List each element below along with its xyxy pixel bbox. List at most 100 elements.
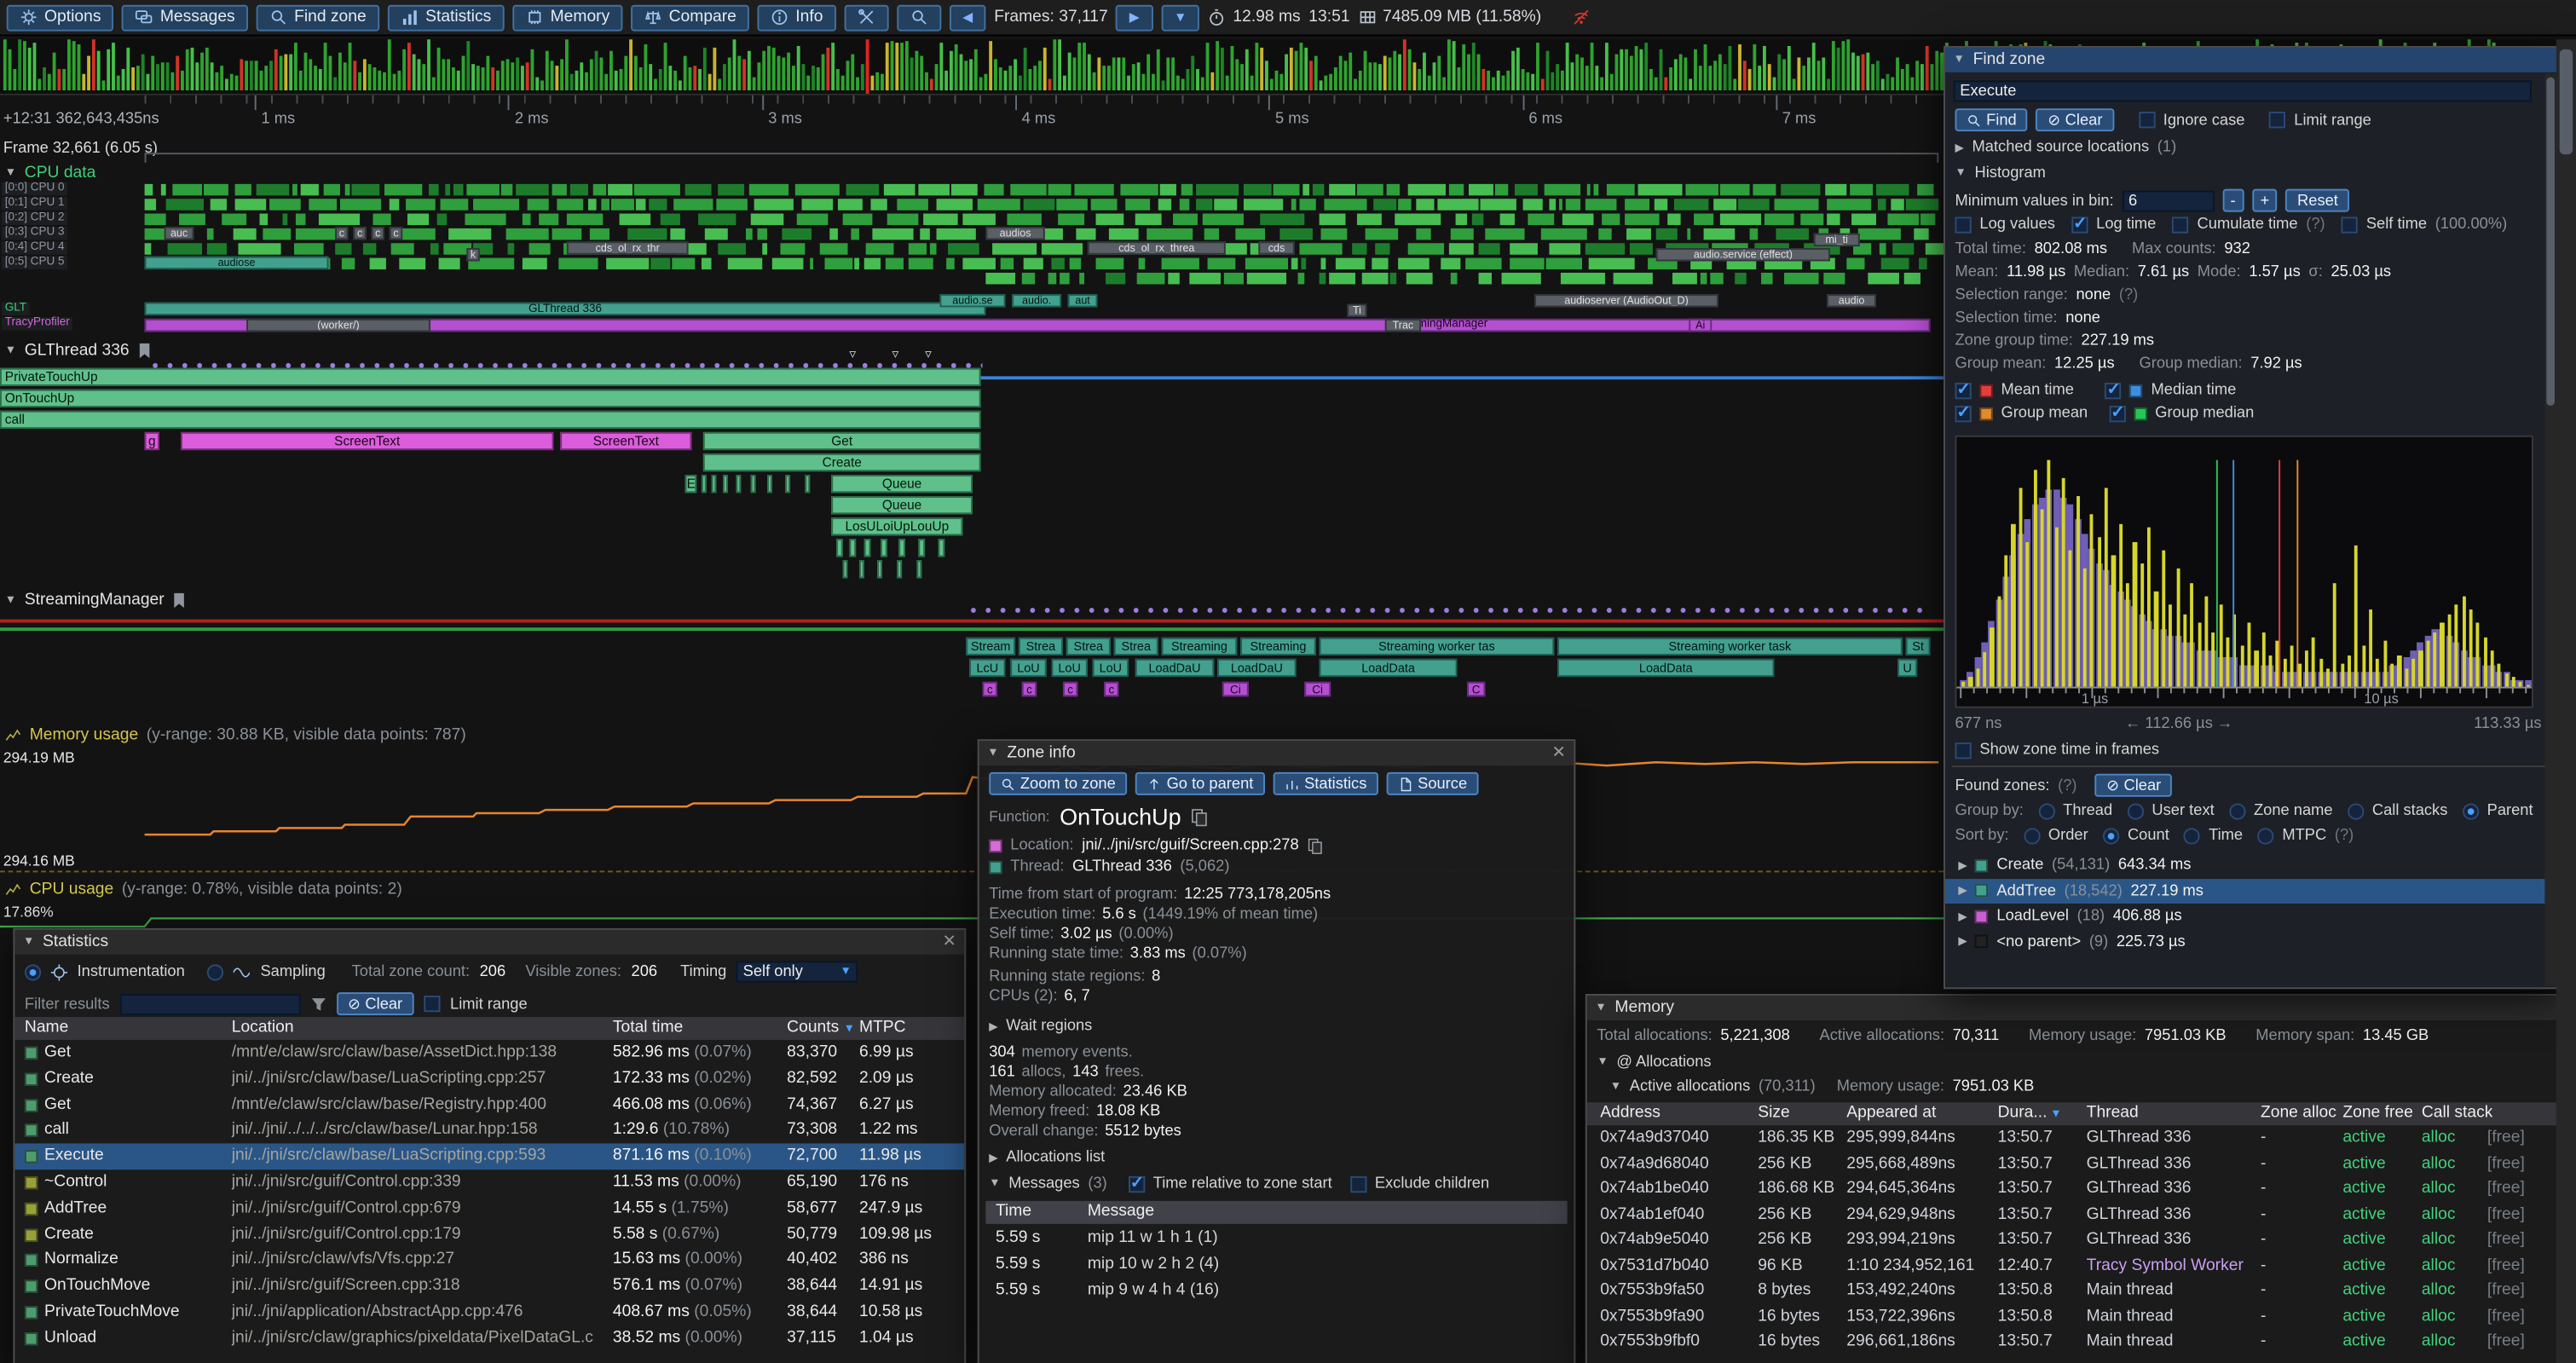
find-button[interactable]: Find (1955, 108, 2029, 132)
cpu-activity-segment[interactable] (870, 199, 887, 211)
funnel-icon[interactable] (310, 996, 326, 1012)
col-mtpc[interactable]: MTPC (858, 1018, 906, 1037)
cpu-small-zone[interactable]: audios (985, 226, 1045, 240)
cpu-activity-segment[interactable] (1878, 199, 1887, 211)
cpu-activity-segment[interactable] (1914, 228, 1928, 240)
timeline-zone[interactable]: Streaming (1240, 637, 1316, 656)
cpu-activity-segment[interactable] (1827, 213, 1840, 226)
timeline-zone[interactable] (938, 539, 945, 557)
cpu-activity-segment[interactable] (1302, 183, 1310, 196)
cpu-activity-segment[interactable] (923, 213, 959, 226)
table-row[interactable]: PrivateTouchMove jni/../jni/application/A… (14, 1299, 964, 1325)
cpu-activity-segment[interactable] (1301, 257, 1308, 270)
cpu-activity-segment[interactable] (589, 228, 610, 240)
cpu-activity-segment[interactable] (1313, 183, 1324, 196)
clear-filter-button[interactable]: ⊘ Clear (336, 992, 414, 1016)
cpu-activity-segment[interactable] (436, 213, 448, 226)
cpu-activity-segment[interactable] (636, 199, 646, 211)
cpu-activity-segment[interactable] (1056, 199, 1089, 211)
expand-caret-icon[interactable]: ▶ (1958, 886, 1967, 898)
cpu-activity-segment[interactable] (1213, 199, 1238, 211)
cpu-activity-segment[interactable] (1468, 183, 1493, 196)
cpu-activity-segment[interactable] (1138, 257, 1146, 270)
cpu-activity-segment[interactable] (1479, 243, 1501, 255)
cpu-activity-segment[interactable] (1541, 228, 1587, 240)
cpu-activity-segment[interactable] (294, 243, 324, 255)
cpu-activity-segment[interactable] (443, 243, 471, 255)
timeline-zone[interactable] (898, 539, 905, 557)
timeline-zone[interactable] (805, 474, 811, 494)
cpu-activity-segment[interactable] (1095, 257, 1123, 270)
memory-titlebar[interactable]: ▼ Memory (1586, 995, 2558, 1020)
instrumentation-radio[interactable] (24, 963, 42, 980)
cpu-activity-segment[interactable] (1686, 228, 1692, 240)
cpu-activity-segment[interactable] (1389, 272, 1396, 285)
cpu-activity-segment[interactable] (782, 228, 812, 240)
cpu-small-zone[interactable]: audiose (144, 256, 329, 270)
cpu-activity-segment[interactable] (1693, 213, 1713, 226)
min-bin-decrease-button[interactable]: - (2221, 188, 2244, 212)
table-row[interactable]: Get/mnt/e/claw/src/claw/base/Registry.hp… (14, 1092, 964, 1118)
cpu-activity-segment[interactable] (650, 257, 671, 270)
timeline-zone[interactable]: c (1021, 681, 1037, 697)
timeline-zone[interactable] (881, 539, 887, 557)
main-scrollbar[interactable] (2556, 39, 2576, 1363)
cpu-activity-segment[interactable] (1195, 199, 1212, 211)
cpu-activity-segment[interactable] (605, 257, 650, 270)
options-button[interactable]: Options (6, 3, 114, 31)
allocations-section-expander[interactable]: ▼ @ Allocations (1597, 1053, 1712, 1071)
cpu-activity-segment[interactable] (453, 183, 464, 196)
found-zone-row[interactable]: ▶ AddTree (18,542) 227.19 ms (1944, 878, 2545, 904)
cpu-activity-segment[interactable] (672, 257, 696, 270)
cpu-activity-segment[interactable] (1300, 199, 1316, 211)
cpu-activity-segment[interactable] (1655, 228, 1678, 240)
cpu-activity-segment[interactable] (1450, 272, 1457, 285)
cpu-activity-segment[interactable] (1022, 272, 1036, 285)
cpu-activity-segment[interactable] (945, 257, 956, 270)
mean-time-checkbox[interactable] (1955, 380, 1972, 399)
cpu-activity-segment[interactable] (751, 213, 784, 226)
cpu-activity-segment[interactable] (1416, 228, 1431, 240)
cpu-activity-segment[interactable] (398, 257, 427, 270)
cpu-activity-segment[interactable] (469, 257, 514, 270)
cpu-activity-segment[interactable] (908, 257, 933, 270)
cpu-activity-segment[interactable] (703, 228, 729, 240)
table-row[interactable]: call jni/../jni/../../../src/claw/base/Lu… (14, 1118, 964, 1143)
timeline-zone[interactable] (858, 560, 864, 579)
zone-info-titlebar[interactable]: ▼ Zone info ✕ (979, 741, 1574, 766)
cpu-activity-segment[interactable] (601, 199, 609, 211)
statistics-button[interactable]: Statistics (387, 3, 505, 31)
timeline-zone[interactable]: Strea (1113, 637, 1158, 656)
cpu-activity-segment[interactable] (619, 213, 651, 226)
message-row[interactable]: 5.59 s mip 10 w 2 h 2 (4) (985, 1252, 1567, 1279)
cpu-activity-segment[interactable] (1040, 228, 1064, 240)
cpu-activity-segment[interactable] (1357, 213, 1383, 226)
cpu-activity-segment[interactable] (1373, 199, 1397, 211)
cpu-activity-segment[interactable] (717, 243, 746, 255)
frame-dropdown-button[interactable]: ▼ (1160, 3, 1200, 31)
histogram-expander[interactable]: ▼ Histogram (1955, 164, 2046, 182)
cpu-activity-segment[interactable] (1562, 213, 1594, 226)
cpu-activity-segment[interactable] (1713, 199, 1736, 211)
sort-by-time[interactable] (2184, 827, 2201, 844)
cpu-activity-segment[interactable] (1357, 183, 1383, 196)
cpu-activity-segment[interactable] (1106, 272, 1125, 285)
cpu-activity-segment[interactable] (406, 199, 436, 211)
cpu-activity-segment[interactable] (466, 183, 500, 196)
cpu-activity-segment[interactable] (1558, 199, 1562, 211)
cpu-activity-segment[interactable] (1828, 199, 1872, 211)
log-time-checkbox[interactable] (2071, 215, 2088, 233)
find-zone-button[interactable]: Find zone (256, 3, 380, 31)
cpu-activity-segment[interactable] (1510, 243, 1538, 255)
cpu-activity-segment[interactable] (528, 243, 551, 255)
timeline-zone[interactable]: Strea (1066, 637, 1111, 656)
ignore-case-checkbox[interactable] (2138, 112, 2156, 129)
cpu-activity-segment[interactable] (728, 257, 762, 270)
goto-frame-button[interactable] (897, 3, 942, 31)
cpu-activity-segment[interactable] (1880, 257, 1909, 270)
message-row[interactable]: 5.59 s mip 9 w 4 h 4 (16) (985, 1278, 1567, 1304)
cpu-activity-segment[interactable] (1048, 183, 1071, 196)
allocations-list-expander[interactable]: ▶ Allocations list (989, 1148, 1106, 1167)
cpu-activity-segment[interactable] (936, 228, 976, 240)
cpu-activity-segment[interactable] (1146, 228, 1193, 240)
